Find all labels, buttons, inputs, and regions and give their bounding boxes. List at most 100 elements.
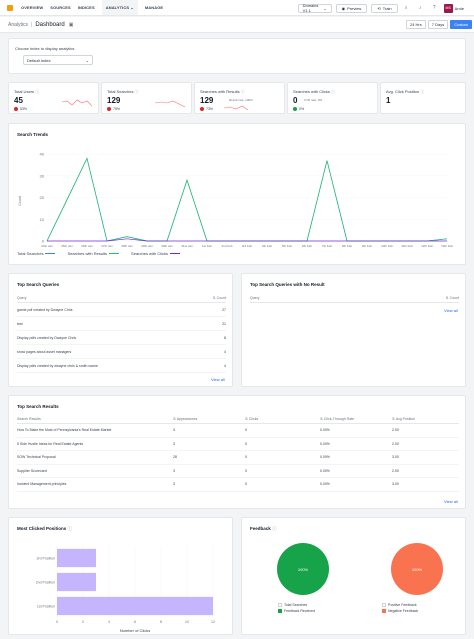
column-avg-position[interactable]: ⇅ Avg Position [392,417,416,421]
top-queries-view-all[interactable]: View all [211,377,225,382]
no-result-view-all[interactable]: View all [444,308,458,313]
column-ctr[interactable]: ⇅ Click-Through Rate [320,417,355,421]
column-count[interactable]: ⇅ Count [212,296,226,300]
y-tick-label: 20 [40,195,45,200]
nav-sources[interactable]: SOURCES [50,5,71,10]
table-row[interactable]: 5 Side Hustle Ideas for Real Estate Agen… [17,438,459,451]
legend-total-searches[interactable]: Total Searches [278,602,315,608]
sparkline [62,99,92,107]
x-tick-label: 8th Feb [342,244,353,248]
cell: 28 [173,455,177,460]
column-search-results: Search Results [17,417,41,421]
index-select-value: Default Index [27,57,51,63]
range-7days[interactable]: 7 Days [427,20,449,29]
x-tick-label: 7th Feb [322,244,333,248]
breadcrumb-separator: | [31,21,33,28]
legend-searches-with-clicks[interactable]: Searches with Clicks [131,251,180,256]
bar[interactable] [57,548,96,568]
bar[interactable] [57,572,96,592]
cell: Supplier Scorecard [17,468,47,473]
column-appearances[interactable]: ⇅ Appearances [173,417,198,421]
legend-negative-feedback[interactable]: Negative Feedback [382,608,418,614]
index-select[interactable]: Default Index ⌄ [23,55,93,65]
x-axis-label: Number of Clicks [120,628,150,633]
info-icon: ⓘ [35,89,40,94]
query-count: 4 [224,363,226,368]
x-tick-label: 25th Jan [61,244,73,248]
breadcrumb-analytics[interactable]: Analytics [8,21,29,28]
cell: 2.00 [392,428,399,433]
table-row[interactable]: Incident Management principles 3 0 0.00% 3.0… [17,478,459,492]
eye-icon: ◉ [341,5,346,11]
x-tick-label: 11th Feb [401,244,413,248]
stat-value: 0 [293,96,298,105]
stat-label: Searches with Results ⓘ [200,89,245,94]
cell: 0 [245,482,247,487]
table-row[interactable]: Display pdfs created by Dwayne Chris 8 [17,331,226,345]
cell: 3.00 [392,455,399,460]
legend-positive-feedback[interactable]: Positive Feedback [382,602,418,608]
cell: 0 [245,441,247,446]
workspace-value: Domains V1.1 [302,3,319,13]
series-line-searches-with-clicks[interactable] [47,238,447,242]
table-row[interactable]: SOW Technical Proposal 28 0 0.00% 3.00 [17,451,459,465]
pie-slice-negative-feedback[interactable] [391,543,443,595]
pie-slice-feedback-received[interactable] [277,543,329,595]
bell-icon[interactable]: ♪ [418,5,422,11]
user-name[interactable]: Arole [454,5,464,11]
most-clicked-positions-card: Most Clicked Positions ⓘ 0 2 4 6 8 10 12 3rd Po… [8,517,233,635]
trend-up-icon [293,107,297,111]
legend-feedback-received[interactable]: Feedback Received [278,608,315,614]
help-icon[interactable]: ? [432,5,436,11]
series-line-searches-with-results[interactable] [46,157,448,242]
table-row[interactable]: gamie pdf created by Dwayne Chris 27 [17,303,226,317]
series-line-total-searches[interactable] [46,157,448,242]
column-count[interactable]: ⇅ Count [445,296,459,300]
range-24hrs[interactable]: 24 Hrs [405,20,426,29]
y-tick-label: 0 [42,239,45,244]
legend-total-searches[interactable]: Total Searches [17,251,56,256]
cell: 3 [173,428,175,433]
legend-searches-with-results[interactable]: Searches with Results [67,251,120,256]
bar[interactable] [57,596,213,616]
table-row[interactable]: Display pdfs created by dwayne chris & s… [17,359,226,373]
nav-manage[interactable]: MANAGE [144,5,164,10]
nav-overview[interactable]: OVERVIEW [21,5,44,10]
save-icon[interactable]: ▣ [68,21,74,28]
stat-value: 45 [14,96,23,105]
x-tick-label: 10 [185,620,189,624]
query-text: test [17,321,23,326]
nav-indices[interactable]: INDICES [77,5,95,10]
table-row[interactable]: How To Make the Most of Pennsylvania's R… [17,424,459,438]
query-text: Display pdfs created by dwayne chris & s… [17,363,98,368]
nav-analytics[interactable]: ANALYTICS ⌄ [101,0,138,15]
index-selector-card: Choose Index to display analytics Defaul… [8,38,466,74]
search-trends-title: Search Trends [17,132,49,137]
top-results-view-all[interactable]: View all [444,499,458,504]
table-row[interactable]: Supplier Scorecard 3 0 0.00% 2.00 [17,465,459,478]
y-tick-label: 1st Position [37,604,55,608]
trend-down-icon [107,107,111,111]
search-icon[interactable]: ⌕ [404,5,408,11]
workspace-select[interactable]: Domains V1.1 ⌄ [297,3,332,13]
date-range: 24 Hrs 7 Days Custom [404,20,472,29]
stat-delta: 53% [14,107,27,111]
cell: 0 [245,428,247,433]
train-button[interactable]: ⟲ Train [371,3,398,13]
trend-down-icon [14,107,18,111]
avatar[interactable]: MS [443,3,453,13]
cell: Incident Management principles [17,482,67,487]
nav-analytics-label: ANALYTICS [105,5,130,10]
preview-button[interactable]: ◉ Preview [335,3,368,13]
top-queries-title: Top Search Queries [17,282,60,287]
table-row[interactable]: test 21 [17,317,226,331]
cell: How To Make the Most of Pennsylvania's R… [17,428,112,433]
x-tick-label: 3rd Feb [242,244,253,248]
table-row[interactable]: show pages about asset managers 4 [17,345,226,359]
stat-label: Searches with Clicks ⓘ [293,89,336,94]
column-clicks[interactable]: ⇅ Clicks [245,417,259,421]
x-tick-label: 6 [134,620,136,624]
trends-legend: Total Searches Searches with Results Sea… [17,251,180,256]
train-icon: ⟲ [377,5,381,11]
range-custom[interactable]: Custom [450,20,472,29]
